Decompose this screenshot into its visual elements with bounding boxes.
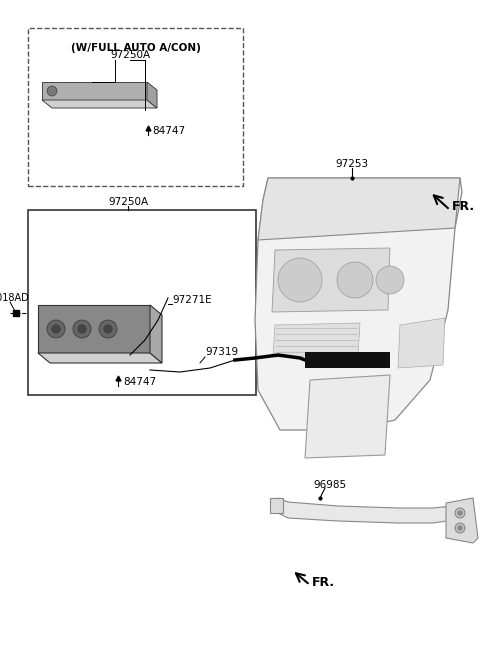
Polygon shape <box>305 375 390 458</box>
Polygon shape <box>278 498 453 523</box>
Circle shape <box>376 266 404 294</box>
Bar <box>305 352 390 368</box>
Polygon shape <box>38 353 162 363</box>
Circle shape <box>455 523 465 533</box>
Text: FR.: FR. <box>452 201 475 213</box>
Polygon shape <box>150 305 162 363</box>
Text: (W/FULL AUTO A/CON): (W/FULL AUTO A/CON) <box>71 43 201 53</box>
Circle shape <box>278 258 322 302</box>
Text: 97253: 97253 <box>336 159 369 169</box>
Text: 96985: 96985 <box>313 480 347 490</box>
Circle shape <box>104 325 112 333</box>
Polygon shape <box>273 323 360 357</box>
Text: 1018AD: 1018AD <box>0 293 29 303</box>
Circle shape <box>337 262 373 298</box>
Text: 97250A: 97250A <box>110 50 150 60</box>
Text: 97250A: 97250A <box>108 197 148 207</box>
Bar <box>28 210 256 395</box>
Bar <box>28 28 243 186</box>
Polygon shape <box>258 178 460 240</box>
Text: 97319: 97319 <box>205 347 238 357</box>
Polygon shape <box>272 248 390 312</box>
Text: FR.: FR. <box>312 575 335 588</box>
Circle shape <box>455 508 465 518</box>
Circle shape <box>99 320 117 338</box>
Text: 84747: 84747 <box>152 126 185 136</box>
Polygon shape <box>446 498 478 543</box>
Polygon shape <box>42 82 147 100</box>
Polygon shape <box>398 318 445 368</box>
Circle shape <box>458 511 462 515</box>
Polygon shape <box>255 178 462 430</box>
Circle shape <box>47 86 57 96</box>
Polygon shape <box>42 100 157 108</box>
Circle shape <box>73 320 91 338</box>
Polygon shape <box>270 498 283 513</box>
Polygon shape <box>147 82 157 108</box>
Circle shape <box>458 526 462 530</box>
Text: 84747: 84747 <box>123 377 156 387</box>
Circle shape <box>52 325 60 333</box>
Text: 97271E: 97271E <box>172 295 212 305</box>
Circle shape <box>47 320 65 338</box>
Circle shape <box>78 325 86 333</box>
Polygon shape <box>38 305 150 353</box>
